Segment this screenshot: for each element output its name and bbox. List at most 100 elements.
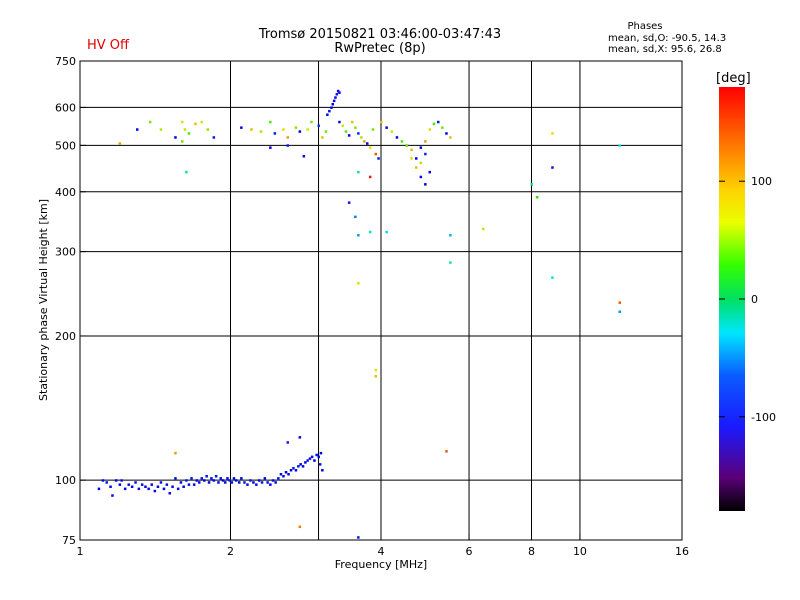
data-point (335, 93, 339, 96)
data-point (371, 128, 375, 131)
colorbar-tick-label: 100 (751, 175, 772, 188)
data-point (190, 477, 193, 480)
data-point (618, 144, 621, 147)
data-point (159, 481, 163, 484)
colorbar-tick-label: 0 (751, 293, 758, 306)
data-point (410, 157, 413, 160)
data-point (255, 483, 258, 486)
x-tick-label: 16 (675, 545, 689, 558)
data-point (181, 120, 184, 124)
data-point (445, 450, 448, 453)
data-point (330, 106, 333, 109)
data-point (114, 479, 118, 482)
data-point (203, 479, 206, 482)
data-point (321, 136, 324, 139)
data-point (535, 196, 539, 199)
data-point (354, 126, 357, 129)
data-point (310, 120, 313, 124)
data-point (150, 483, 153, 486)
data-point (212, 479, 216, 482)
data-point (419, 161, 423, 165)
data-point (118, 483, 122, 486)
data-point (432, 122, 436, 126)
data-point (286, 441, 289, 444)
y-tick-label: 100 (55, 474, 76, 487)
data-point (282, 475, 285, 478)
data-point (194, 122, 197, 126)
data-point (357, 536, 360, 539)
data-point (148, 120, 152, 124)
data-point (530, 183, 533, 186)
data-point (415, 157, 418, 160)
y-tick-label: 600 (55, 101, 76, 114)
data-point (338, 91, 341, 94)
data-point (230, 481, 234, 484)
chart-subtitle: RwPretec (8p) (334, 41, 426, 56)
data-point (259, 130, 263, 133)
data-point (111, 494, 114, 497)
data-point (294, 469, 298, 472)
data-point (214, 475, 218, 478)
data-point (187, 132, 191, 135)
y-tick-label: 300 (55, 246, 76, 259)
x-tick-label: 10 (573, 545, 587, 558)
x-tick-label: 1 (77, 545, 84, 558)
data-point (123, 487, 127, 491)
data-point (395, 136, 399, 139)
data-point (317, 124, 320, 127)
data-point (326, 113, 329, 116)
data-point (260, 481, 264, 484)
data-point (156, 485, 160, 488)
data-point (269, 483, 272, 486)
data-point (232, 477, 236, 480)
data-point (198, 481, 201, 484)
data-point (97, 487, 101, 491)
data-point (313, 459, 316, 462)
data-point (294, 126, 298, 129)
y-tick-label: 400 (55, 186, 76, 199)
data-point (263, 477, 267, 480)
data-point (217, 481, 220, 484)
data-point (424, 152, 427, 156)
data-point (282, 128, 285, 131)
data-point (449, 136, 452, 139)
data-point (449, 234, 452, 237)
data-point (234, 479, 238, 482)
data-point (428, 170, 431, 174)
data-point (368, 230, 372, 234)
data-point (238, 481, 241, 484)
colorbar-tick-label: -100 (751, 411, 776, 424)
data-point (357, 234, 360, 237)
data-point (195, 479, 198, 482)
data-point (140, 483, 144, 486)
x-axis-label: Frequency [MHz] (335, 558, 427, 571)
data-point (205, 475, 208, 478)
colorbar-ticks: 100 0 -100 (719, 175, 776, 424)
axis-tick-labels: 1 2 4 8 16 6 10 75 100 200 300 400 500 600 750 (55, 55, 689, 558)
x-tick-label: 4 (378, 545, 385, 558)
grid-lines (80, 61, 682, 540)
data-point (200, 120, 203, 124)
data-point (441, 126, 444, 129)
data-point (336, 89, 340, 93)
data-point (250, 128, 253, 131)
data-point (310, 455, 314, 459)
data-point (315, 453, 318, 457)
data-point (240, 477, 243, 480)
data-point (277, 477, 280, 480)
data-point (328, 109, 331, 113)
data-point (304, 461, 307, 464)
hv-status: HV Off (87, 38, 129, 53)
data-point (324, 130, 328, 133)
data-point (109, 485, 112, 488)
data-point (105, 481, 108, 484)
y-tick-label: 200 (55, 330, 76, 343)
data-point (419, 146, 423, 149)
data-point (551, 166, 554, 169)
data-point (192, 483, 196, 486)
data-point (249, 479, 252, 482)
data-point (618, 301, 621, 304)
data-point (302, 155, 306, 158)
data-point (390, 130, 394, 133)
data-point (228, 479, 231, 482)
